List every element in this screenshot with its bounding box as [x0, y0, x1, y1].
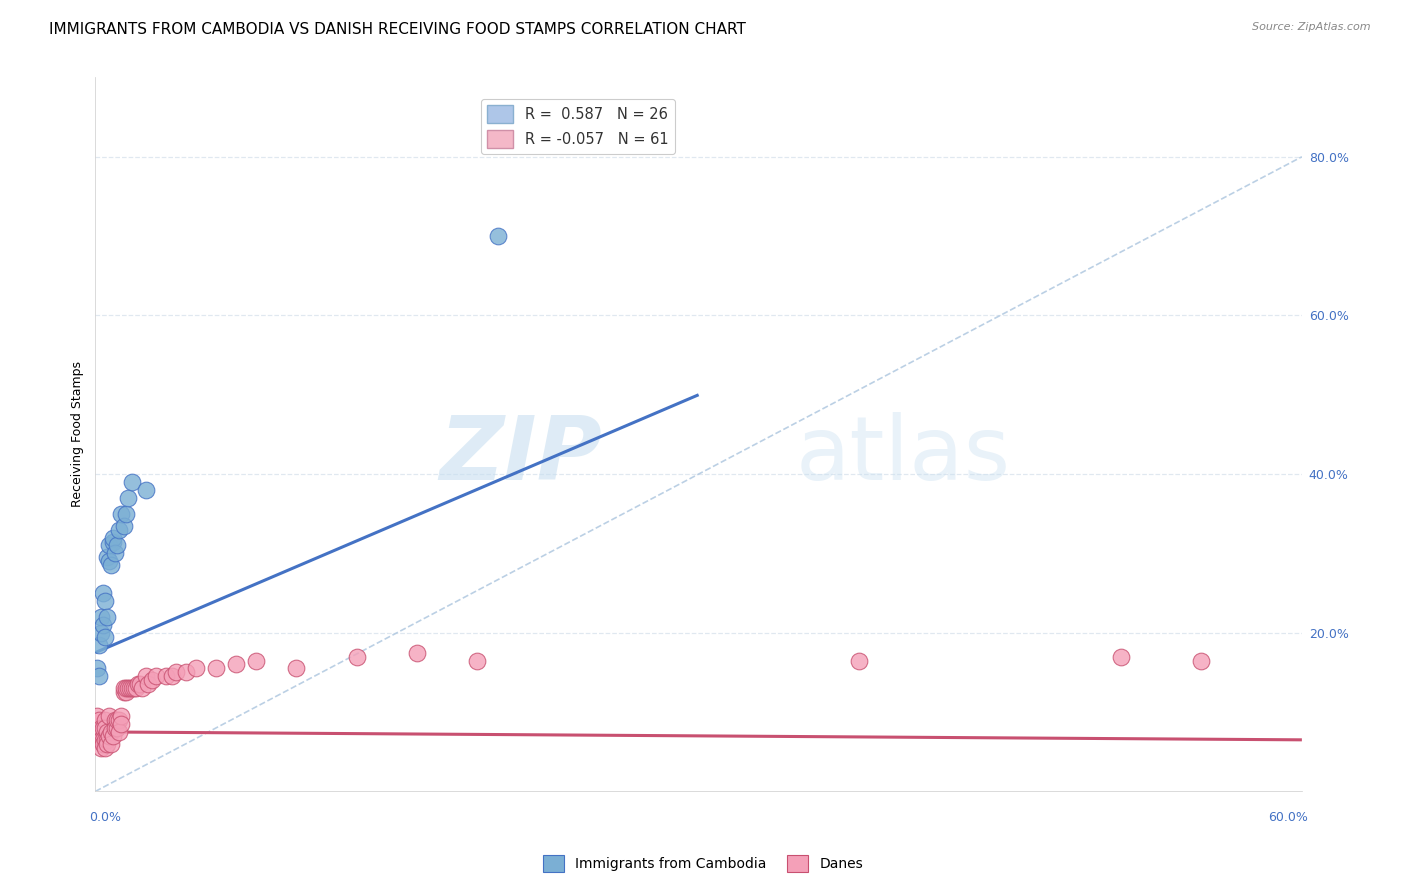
Point: [107, 721, 129, 735]
Point: [93, 737, 115, 751]
Point: [245, 653, 267, 667]
Point: [122, 681, 145, 696]
Point: [94, 713, 117, 727]
Point: [110, 717, 132, 731]
Text: ZIP: ZIP: [439, 412, 602, 500]
Point: [100, 737, 122, 751]
Point: [117, 681, 139, 696]
Text: Source: ZipAtlas.com: Source: ZipAtlas.com: [1253, 22, 1371, 32]
Point: [94, 630, 117, 644]
Point: [96, 725, 118, 739]
Y-axis label: Receiving Food Stamps: Receiving Food Stamps: [72, 361, 84, 508]
Point: [285, 661, 308, 675]
Point: [98, 539, 121, 553]
Point: [110, 507, 132, 521]
Legend: Immigrants from Cambodia, Danes: Immigrants from Cambodia, Danes: [537, 850, 869, 878]
Point: [86, 709, 108, 723]
Point: [128, 677, 150, 691]
Point: [1109, 649, 1132, 664]
Point: [124, 681, 146, 696]
Point: [155, 669, 177, 683]
Point: [94, 740, 117, 755]
Point: [103, 534, 125, 549]
Point: [112, 518, 135, 533]
Point: [135, 483, 157, 497]
Point: [127, 677, 149, 691]
Point: [90, 610, 112, 624]
Legend: R =  0.587   N = 26, R = -0.057   N = 61: R = 0.587 N = 26, R = -0.057 N = 61: [481, 99, 675, 153]
Point: [114, 685, 136, 699]
Point: [108, 725, 131, 739]
Point: [98, 729, 121, 743]
Point: [98, 554, 121, 568]
Point: [98, 709, 121, 723]
Point: [100, 725, 122, 739]
Point: [96, 550, 118, 565]
Point: [100, 558, 122, 573]
Point: [103, 531, 125, 545]
Point: [103, 729, 125, 743]
Point: [96, 610, 118, 624]
Point: [96, 737, 118, 751]
Point: [89, 732, 111, 747]
Point: [107, 713, 129, 727]
Point: [118, 681, 141, 696]
Point: [86, 661, 108, 675]
Point: [467, 653, 489, 667]
Point: [93, 586, 115, 600]
Point: [86, 725, 108, 739]
Point: [93, 732, 115, 747]
Point: [93, 617, 115, 632]
Point: [136, 677, 159, 691]
Point: [121, 681, 143, 696]
Point: [104, 721, 127, 735]
Point: [117, 491, 139, 505]
Point: [160, 669, 183, 683]
Point: [225, 657, 247, 672]
Point: [104, 713, 127, 727]
Point: [114, 507, 136, 521]
Point: [90, 732, 112, 747]
Point: [486, 229, 509, 244]
Point: [93, 721, 115, 735]
Point: [114, 681, 136, 696]
Point: [94, 721, 117, 735]
Text: IMMIGRANTS FROM CAMBODIA VS DANISH RECEIVING FOOD STAMPS CORRELATION CHART: IMMIGRANTS FROM CAMBODIA VS DANISH RECEI…: [49, 22, 747, 37]
Point: [205, 661, 228, 675]
Text: atlas: atlas: [796, 412, 1011, 500]
Point: [96, 732, 118, 747]
Point: [184, 661, 207, 675]
Point: [90, 721, 112, 735]
Point: [108, 523, 131, 537]
Point: [1189, 653, 1212, 667]
Point: [145, 669, 167, 683]
Point: [165, 665, 187, 680]
Text: 60.0%: 60.0%: [1268, 811, 1308, 824]
Point: [174, 665, 197, 680]
Point: [107, 539, 129, 553]
Point: [135, 669, 157, 683]
Point: [848, 653, 870, 667]
Point: [141, 673, 163, 688]
Point: [131, 681, 153, 696]
Point: [94, 594, 117, 608]
Point: [89, 669, 111, 683]
Point: [121, 475, 143, 489]
Point: [104, 546, 127, 560]
Point: [89, 713, 111, 727]
Point: [110, 709, 132, 723]
Point: [112, 685, 135, 699]
Point: [346, 649, 368, 664]
Point: [406, 646, 429, 660]
Point: [108, 713, 131, 727]
Point: [89, 638, 111, 652]
Point: [94, 732, 117, 747]
Point: [90, 625, 112, 640]
Point: [90, 740, 112, 755]
Text: 0.0%: 0.0%: [90, 811, 121, 824]
Point: [112, 681, 135, 696]
